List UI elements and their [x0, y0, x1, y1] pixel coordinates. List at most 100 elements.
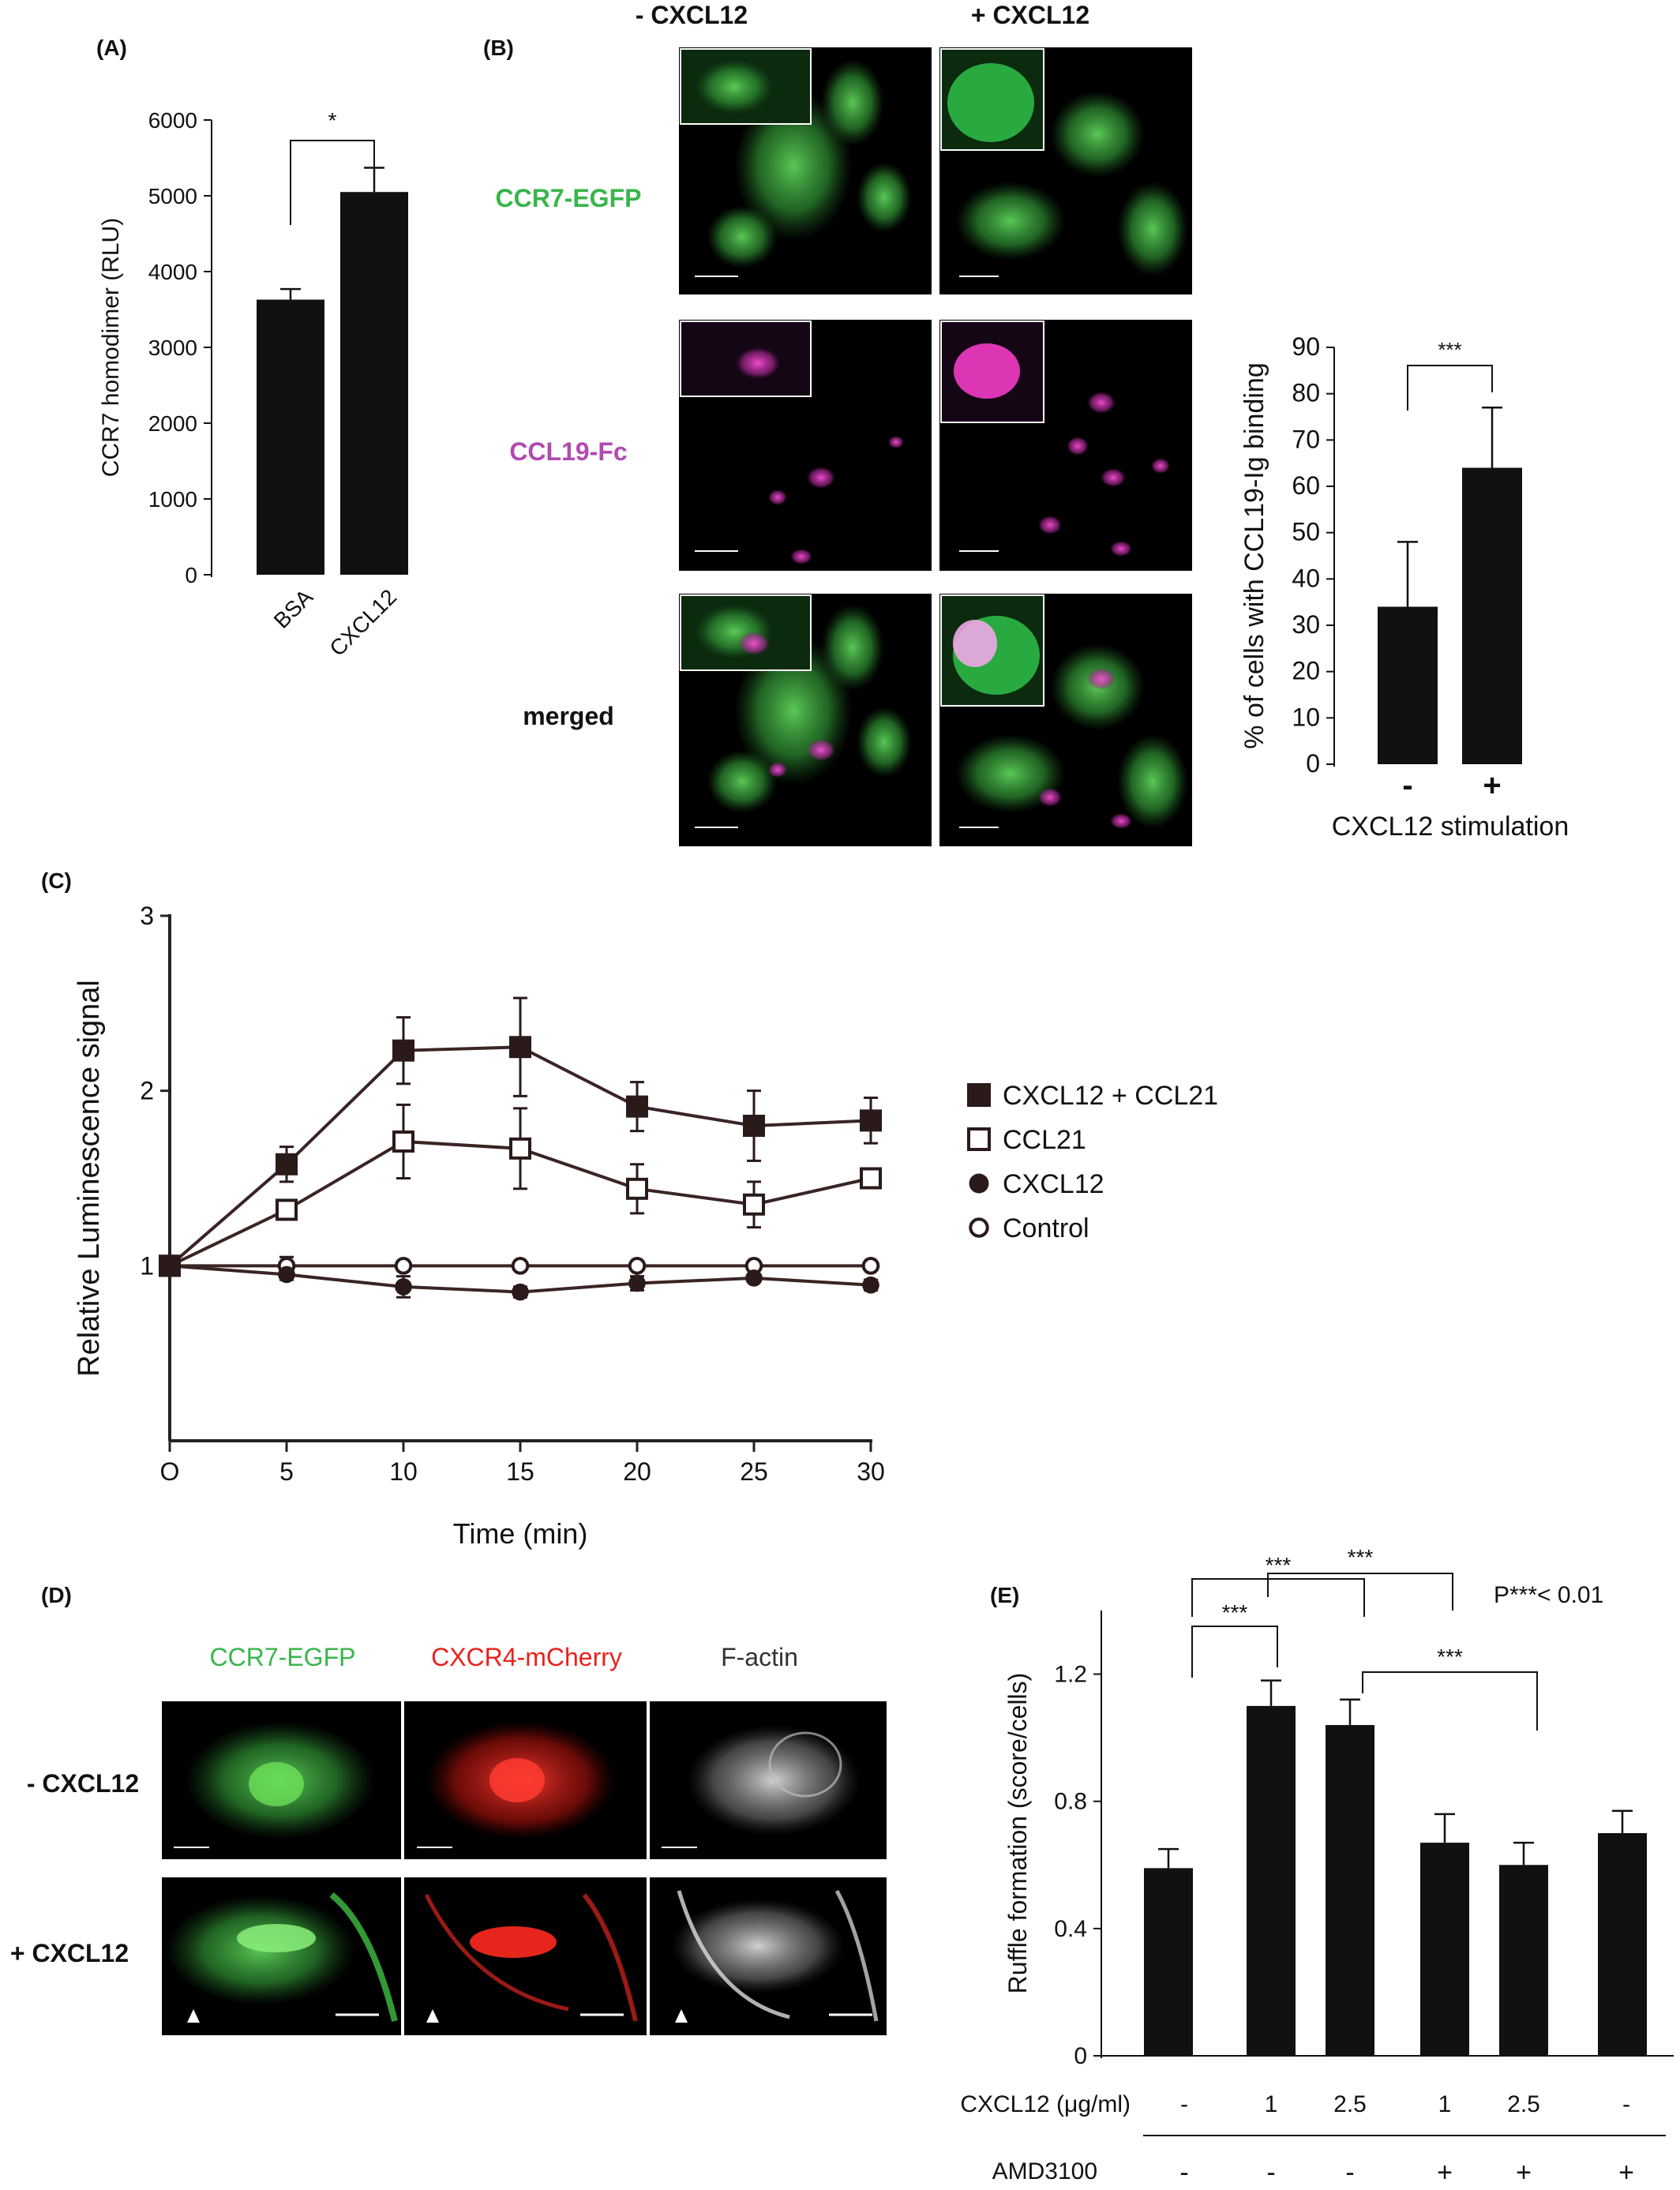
- y-tick-label: 1: [140, 1251, 154, 1280]
- y-tick-label: 0: [1306, 749, 1320, 778]
- panel-label-d: (D): [41, 1583, 72, 1607]
- amd3100-value: +: [1516, 2158, 1532, 2188]
- x-tick-label: 25: [740, 1457, 768, 1486]
- y-tick-label: 4000: [148, 260, 197, 284]
- x-tick-label: 15: [506, 1457, 534, 1486]
- cxcl12-value: 1: [1438, 2091, 1452, 2117]
- image-b-ccl19-plus: [939, 320, 1192, 571]
- cxcl12-value: 2.5: [1507, 2091, 1540, 2117]
- chart-b: 0 10 20 30 40 50 60 70 80 90 % of cells with CCL19…: [1239, 332, 1569, 842]
- y-tick-label: 2: [140, 1077, 154, 1105]
- microscopy-panel-b: - CXCL12 + CXCL12 CCR7-EGFP CCL19-Fc mer…: [496, 1, 1192, 846]
- col-label-minus-cxcl12: - CXCL12: [636, 1, 748, 29]
- chart-a: 0 1000 2000 3000 4000 5000 6000 CCR7 homodimer …: [98, 108, 408, 661]
- data-point: [276, 1198, 298, 1221]
- y-tick-label: 3000: [148, 336, 197, 360]
- data-point: [392, 1130, 414, 1153]
- significance-bracket: [1407, 365, 1493, 411]
- significance-label: *: [328, 108, 337, 133]
- amd3100-value: +: [1437, 2158, 1453, 2188]
- y-tick-label: 2000: [148, 411, 197, 436]
- legend-marker: [969, 1217, 989, 1238]
- row-label-d-minus: - CXCL12: [27, 1769, 139, 1798]
- data-point: [860, 1167, 882, 1190]
- y-axis-label: Relative Luminescence signal: [73, 980, 106, 1377]
- x-tick-label: BSA: [269, 584, 318, 633]
- image-d-mcherry-plus: [404, 1877, 647, 2035]
- image-b-merged-minus: [679, 594, 932, 846]
- data-point: [509, 1137, 531, 1160]
- y-tick-label: 30: [1292, 610, 1320, 639]
- x-tick-label: +: [1483, 768, 1501, 803]
- x-tick-label: 30: [857, 1457, 885, 1486]
- legend-label: CCL21: [1003, 1125, 1086, 1155]
- row-label-ccr7-egfp: CCR7-EGFP: [496, 184, 642, 212]
- bar: [1326, 1725, 1374, 2056]
- significance-label: ***: [1437, 1644, 1463, 1669]
- y-tick-label: 60: [1292, 471, 1320, 500]
- significance-label: ***: [1438, 338, 1461, 362]
- bar: [1144, 1868, 1193, 2056]
- amd3100-value: +: [1618, 2158, 1634, 2188]
- microscopy-panel-d: CCR7-EGFP CXCR4-mCherry F-actin - CXCL12…: [10, 1643, 887, 2035]
- legend-label: CXCL12 + CCL21: [1003, 1081, 1218, 1111]
- legend-label: Control: [1003, 1213, 1089, 1243]
- data-point: [276, 1153, 298, 1176]
- bar: [1499, 1865, 1548, 2056]
- image-d-factin-minus: [650, 1701, 887, 1859]
- data-point: [395, 1278, 412, 1296]
- x-tick-label: CXCL12: [324, 584, 401, 661]
- image-b-ccl19-minus: [679, 320, 932, 571]
- amd3100-value: -: [1266, 2158, 1275, 2188]
- data-point: [743, 1115, 765, 1137]
- significance-label: ***: [1348, 1545, 1374, 1569]
- x-tick-label: O: [160, 1457, 180, 1486]
- cxcl12-value: 2.5: [1333, 2091, 1367, 2117]
- panel-label-e: (E): [990, 1583, 1019, 1607]
- col-label-f-actin: F-actin: [721, 1643, 798, 1671]
- cxcl12-value: -: [1180, 2091, 1188, 2117]
- y-tick-label: 0.8: [1054, 1789, 1087, 1815]
- cxcl12-value: 1: [1265, 2091, 1278, 2117]
- x-tick-label: 5: [279, 1457, 294, 1486]
- y-axis-label: Ruffle formation (score/cells): [1003, 1673, 1032, 1994]
- data-point: [745, 1269, 763, 1287]
- x-axis-label: Time (min): [453, 1517, 588, 1550]
- panel-label-c: (C): [41, 868, 72, 893]
- y-tick-label: 80: [1292, 379, 1320, 407]
- y-tick-label: 70: [1292, 425, 1320, 453]
- data-point: [861, 1257, 880, 1275]
- data-point: [860, 1109, 882, 1132]
- x-tick-label: -: [1402, 768, 1412, 803]
- legend-marker: [967, 1127, 991, 1151]
- amd3100-value: -: [1179, 2158, 1188, 2188]
- data-point: [392, 1039, 414, 1062]
- amd3100-row-label: AMD3100: [992, 2158, 1097, 2184]
- y-tick-label: 10: [1292, 703, 1320, 731]
- significance-bracket: [1362, 1671, 1538, 1731]
- cxcl12-row-label: CXCL12 (μg/ml): [960, 2091, 1131, 2117]
- significance-bracket: [1267, 1573, 1453, 1611]
- y-tick-label: 1000: [148, 487, 197, 512]
- significance-bracket: [1191, 1578, 1365, 1617]
- x-tick-label: 10: [389, 1457, 418, 1486]
- y-axis-label: % of cells with CCL19-Ig binding: [1239, 362, 1269, 748]
- significance-label: ***: [1222, 1600, 1248, 1625]
- y-tick-label: 1.2: [1054, 1662, 1087, 1688]
- legend-marker: [967, 1083, 991, 1107]
- y-axis-label: CCR7 homodimer (RLU): [98, 218, 124, 477]
- col-label-ccr7-egfp: CCR7-EGFP: [210, 1643, 356, 1671]
- data-point: [626, 1177, 648, 1200]
- row-label-d-plus: + CXCL12: [10, 1939, 129, 1967]
- bar: [1378, 606, 1438, 764]
- significance-bracket: [290, 140, 375, 225]
- chart-e: 0 0.4 0.8 1.2 Ruffle formation (score/cells)…: [960, 1545, 1674, 2188]
- image-b-egfp-minus: [679, 47, 932, 294]
- data-point: [626, 1095, 648, 1118]
- data-point: [512, 1283, 529, 1301]
- image-d-egfp-plus: [162, 1877, 401, 2035]
- y-tick-label: 6000: [148, 108, 197, 133]
- y-tick-label: 50: [1292, 518, 1320, 546]
- row-label-merged: merged: [523, 702, 614, 730]
